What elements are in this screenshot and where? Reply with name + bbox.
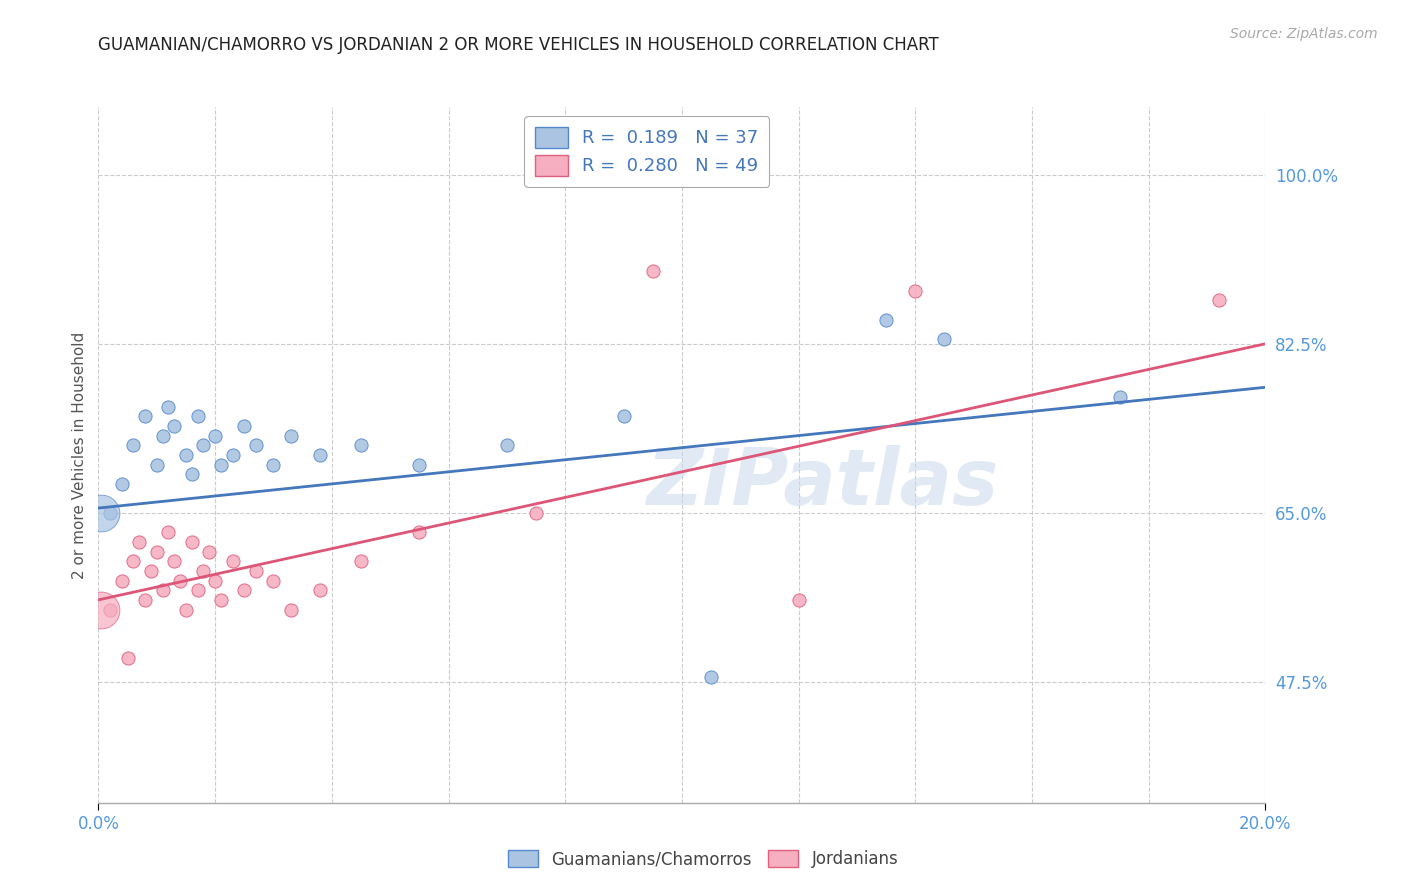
Point [122, 554, 145, 568]
Legend: R =  0.189   N = 37, R =  0.280   N = 49: R = 0.189 N = 37, R = 0.280 N = 49 [524, 116, 769, 186]
Point [152, 583, 174, 598]
Point [350, 438, 373, 452]
Point [408, 458, 430, 472]
Point [198, 544, 221, 558]
Point [187, 583, 209, 598]
Point [309, 583, 332, 598]
Point [245, 564, 267, 578]
Point [111, 574, 134, 588]
Point [169, 574, 191, 588]
Point [787, 592, 810, 607]
Point [263, 574, 285, 588]
Point [146, 458, 169, 472]
Point [209, 458, 232, 472]
Point [139, 564, 162, 578]
Point [163, 554, 186, 568]
Point [350, 554, 373, 568]
Point [496, 438, 519, 452]
Point [613, 409, 636, 424]
Point [204, 428, 226, 442]
Point [1108, 390, 1130, 404]
Point [157, 525, 180, 540]
Point [209, 592, 232, 607]
Point [641, 264, 664, 278]
Point [174, 448, 197, 462]
Point [245, 438, 267, 452]
Point [180, 535, 202, 549]
Point [134, 409, 156, 424]
Point [408, 525, 430, 540]
Point [934, 332, 956, 346]
Point [90, 506, 112, 520]
Point [263, 458, 285, 472]
Point [187, 409, 209, 424]
Point [98, 506, 121, 520]
Point [193, 564, 215, 578]
Point [163, 419, 186, 434]
Point [221, 448, 243, 462]
Text: GUAMANIAN/CHAMORRO VS JORDANIAN 2 OR MORE VEHICLES IN HOUSEHOLD CORRELATION CHAR: GUAMANIAN/CHAMORRO VS JORDANIAN 2 OR MOR… [98, 36, 939, 54]
Point [1208, 293, 1230, 308]
Point [221, 554, 243, 568]
Point [98, 602, 121, 616]
Point [309, 448, 332, 462]
Point [524, 506, 547, 520]
Point [700, 670, 723, 684]
Point [111, 476, 134, 491]
Point [280, 602, 302, 616]
Point [233, 583, 256, 598]
Point [117, 651, 139, 665]
Point [904, 284, 927, 298]
Point [875, 312, 897, 326]
Point [233, 419, 256, 434]
Point [152, 428, 174, 442]
Text: ZIPatlas: ZIPatlas [645, 445, 998, 521]
Point [122, 438, 145, 452]
Point [128, 535, 150, 549]
Point [146, 544, 169, 558]
Point [90, 602, 112, 616]
Point [193, 438, 215, 452]
Point [204, 574, 226, 588]
Y-axis label: 2 or more Vehicles in Household: 2 or more Vehicles in Household [72, 331, 87, 579]
Point [157, 400, 180, 414]
Point [134, 592, 156, 607]
Point [280, 428, 302, 442]
Legend: Guamanians/Chamorros, Jordanians: Guamanians/Chamorros, Jordanians [501, 843, 905, 875]
Point [174, 602, 197, 616]
Point [180, 467, 202, 482]
Text: Source: ZipAtlas.com: Source: ZipAtlas.com [1230, 27, 1378, 41]
